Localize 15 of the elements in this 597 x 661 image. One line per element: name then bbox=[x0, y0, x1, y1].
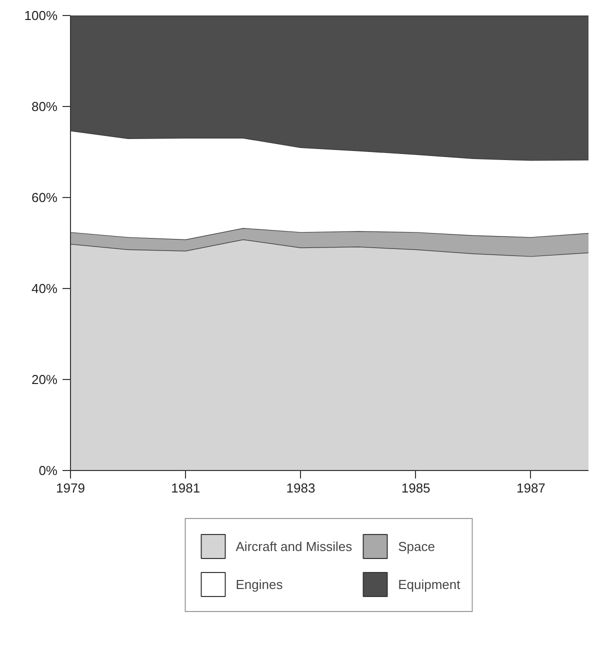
y-tick-label: 100% bbox=[24, 8, 58, 23]
x-tick-label: 1985 bbox=[401, 480, 430, 496]
x-tick-label: 1987 bbox=[516, 480, 546, 496]
legend-label: Space bbox=[398, 538, 435, 554]
legend-label: Aircraft and Missiles bbox=[236, 538, 352, 554]
legend-label: Equipment bbox=[398, 576, 460, 592]
x-tick-label: 1979 bbox=[56, 480, 85, 496]
x-tick-label: 1983 bbox=[286, 480, 316, 496]
y-tick-label: 20% bbox=[31, 372, 58, 387]
x-tick-label: 1981 bbox=[171, 480, 200, 496]
y-tick-label: 60% bbox=[31, 190, 58, 205]
y-tick-label: 80% bbox=[31, 99, 58, 114]
legend-label: Engines bbox=[236, 576, 283, 592]
y-tick-label: 40% bbox=[31, 281, 58, 296]
y-tick-label: 0% bbox=[38, 463, 58, 478]
